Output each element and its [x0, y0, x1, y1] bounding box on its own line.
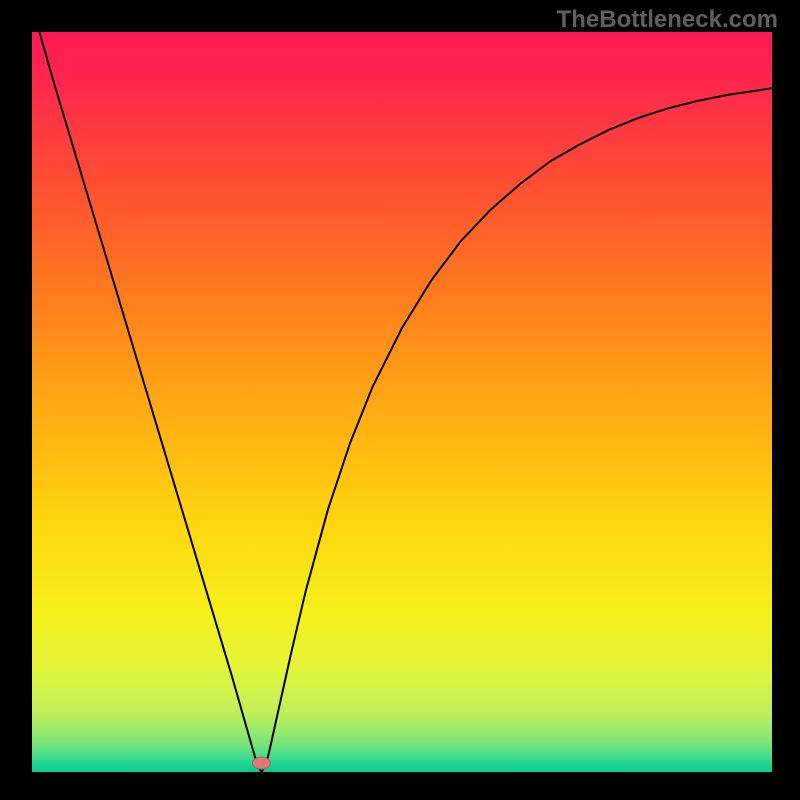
- chart-container: TheBottleneck.com: [0, 0, 800, 800]
- gradient-background: [32, 32, 772, 772]
- optimal-point-marker: [252, 757, 270, 769]
- bottleneck-chart: [32, 32, 772, 772]
- watermark-text: TheBottleneck.com: [557, 6, 778, 34]
